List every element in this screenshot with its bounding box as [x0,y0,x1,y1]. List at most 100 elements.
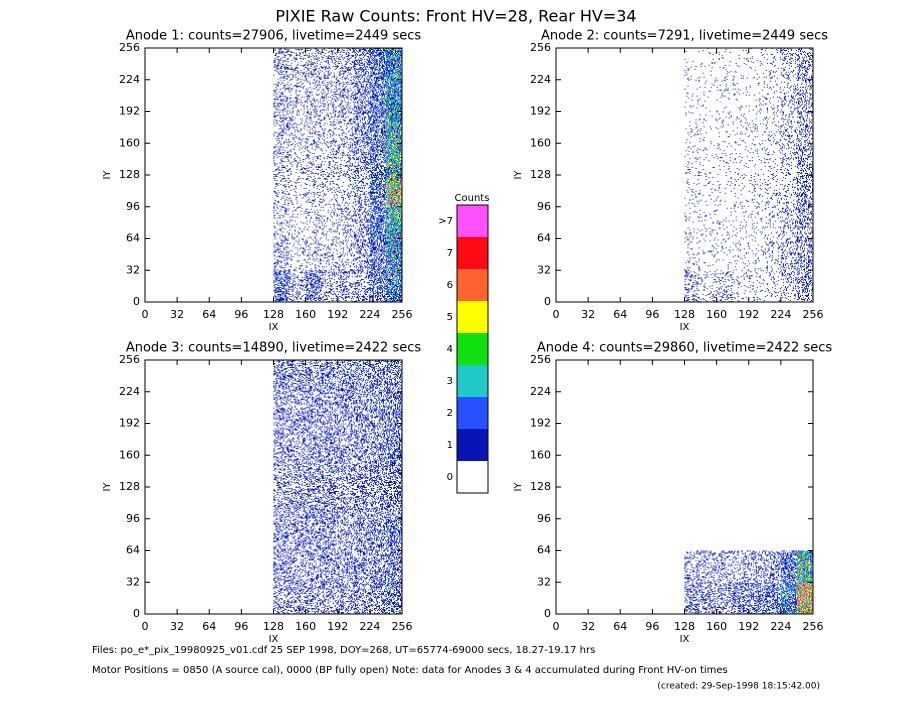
heatmap-cell [780,48,797,80]
count-pixels [369,111,386,143]
x-tick-label: 96 [234,308,248,321]
count-pixels [780,550,797,583]
x-tick-label: 256 [803,620,824,633]
heatmap-cell [780,79,797,112]
colorbar-tick-label: 5 [447,312,453,323]
heatmap-cell [700,271,717,302]
count-pixels [386,424,402,454]
heatmap-cell [369,270,386,302]
count-pixels [384,235,386,237]
count-pixels [733,552,749,580]
heatmap-cell [353,48,370,80]
x-tick-label: 96 [234,620,248,633]
x-tick-label: 64 [202,620,216,633]
count-pixels [313,210,319,233]
count-pixels [305,391,322,424]
heatmap-cell [289,423,306,456]
heatmap-cell [289,455,306,487]
count-pixels [385,175,402,207]
count-pixels [803,271,809,292]
count-pixels [334,473,336,475]
heatmap-cell [780,270,797,302]
count-pixels [273,487,290,519]
count-pixels [358,242,360,244]
count-pixels [373,585,375,587]
count-pixels [305,175,322,207]
count-pixels [385,143,402,175]
heatmap-cell [305,423,322,456]
count-pixels [305,518,322,551]
heatmap-cell [780,238,797,271]
heatmap-cell [732,113,749,144]
count-pixels [305,487,322,519]
heatmap-cell [369,518,386,551]
heatmap-cell [716,238,732,271]
count-pixels [337,206,354,235]
x-axis-label: IX [680,322,690,333]
x-tick-label: 64 [202,308,216,321]
count-pixels [369,208,386,239]
count-pixels [340,371,342,373]
count-pixels [321,585,338,614]
count-pixels [285,68,287,70]
heatmap-cell [369,360,386,392]
y-tick-label: 128 [530,480,551,493]
heatmap-cell [369,143,386,175]
heatmap-cell [337,487,354,519]
count-pixels [320,55,322,57]
x-tick-label: 224 [770,308,791,321]
count-pixels [321,360,338,392]
count-pixels [273,455,290,487]
count-pixels [337,423,354,456]
count-pixels [321,582,338,614]
y-tick-label: 32 [537,575,551,588]
count-pixels [337,487,354,519]
count-pixels [376,227,386,237]
count-pixels [369,391,386,422]
heatmap-cell [684,175,701,207]
x-tick-label: 32 [170,620,184,633]
y-tick-label: 160 [119,136,140,149]
count-pixels [337,206,354,239]
heatmap-cell [289,143,306,175]
heatmap-cell [353,79,370,112]
count-pixels [385,238,402,271]
heatmap-cell [337,270,354,302]
heatmap-cell [353,550,370,583]
count-pixels [353,550,370,583]
count-pixels [321,360,338,392]
count-pixels [321,111,338,144]
count-pixels [273,270,290,302]
count-pixels [796,144,813,175]
count-pixels [731,182,733,184]
count-pixels [289,487,305,519]
heatmap-cell [273,550,290,583]
count-pixels [687,161,689,163]
count-pixels [732,582,749,614]
count-pixels [796,79,813,112]
y-tick-label: 192 [530,105,551,118]
heatmap-cell [385,270,402,302]
count-pixels [289,518,306,551]
y-axis-label: IY [102,482,113,492]
colorbar-swatch [457,205,488,237]
count-pixels [385,79,402,112]
count-pixels [375,172,377,174]
count-pixels [748,206,765,239]
count-pixels [353,48,370,80]
count-pixels [338,519,352,551]
heatmap-cell [305,391,322,424]
count-pixels [337,111,354,144]
count-pixels [385,391,402,424]
heatmap-cell [273,238,290,271]
count-pixels [385,423,402,456]
count-pixels [289,360,306,392]
count-pixels [385,111,402,143]
count-pixels [273,270,290,302]
count-pixels [696,262,698,264]
count-pixels [385,175,402,206]
count-pixels [385,270,402,302]
colorbar-tick-label: 4 [447,344,453,355]
count-pixels [289,582,306,614]
count-pixels [385,175,402,207]
